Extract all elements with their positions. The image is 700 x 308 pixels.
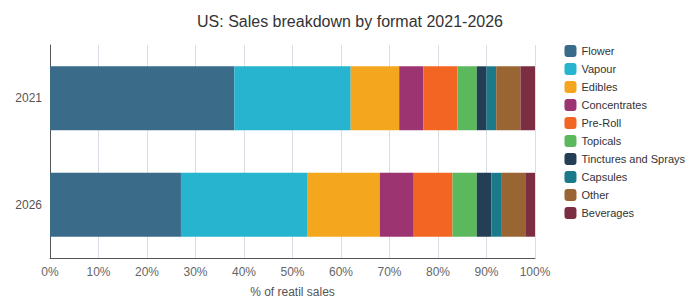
svg-text:30%: 30% [183, 265, 207, 279]
svg-text:Flower: Flower [581, 45, 614, 57]
svg-text:Beverages: Beverages [581, 207, 634, 219]
svg-text:Other: Other [581, 189, 609, 201]
svg-text:40%: 40% [232, 265, 256, 279]
svg-text:10%: 10% [86, 265, 110, 279]
svg-text:Tinctures and Sprays: Tinctures and Sprays [581, 153, 685, 165]
svg-text:Vapour: Vapour [581, 63, 616, 75]
svg-text:US: Sales breakdown by format: US: Sales breakdown by format 2021-2026 [197, 13, 503, 30]
svg-text:60%: 60% [329, 265, 353, 279]
svg-text:Capsules: Capsules [581, 171, 627, 183]
svg-text:50%: 50% [280, 265, 304, 279]
svg-text:80%: 80% [426, 265, 450, 279]
svg-text:2026: 2026 [15, 198, 42, 212]
svg-text:70%: 70% [377, 265, 401, 279]
svg-text:2021: 2021 [15, 91, 42, 105]
svg-text:90%: 90% [474, 265, 498, 279]
svg-text:Concentrates: Concentrates [581, 99, 647, 111]
svg-text:Pre-Roll: Pre-Roll [581, 117, 621, 129]
svg-text:100%: 100% [520, 265, 551, 279]
svg-text:% of reatil sales: % of reatil sales [250, 285, 335, 299]
svg-text:0%: 0% [41, 265, 59, 279]
svg-text:Topicals: Topicals [581, 135, 621, 147]
svg-text:Edibles: Edibles [581, 81, 618, 93]
svg-text:20%: 20% [135, 265, 159, 279]
